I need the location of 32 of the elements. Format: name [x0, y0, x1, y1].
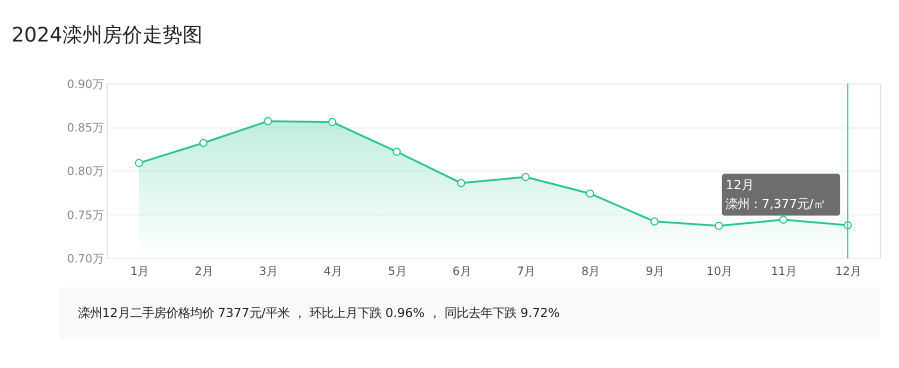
point [134, 158, 144, 168]
point [457, 178, 466, 188]
x-tick-label: 10月 [706, 264, 732, 278]
x-tick-label: 9月 [646, 264, 664, 278]
x-tick-label: 4月 [324, 264, 342, 278]
point [199, 138, 208, 148]
y-tick-label: 0.75万 [66, 208, 104, 222]
chart-title: 2024滦州房价走势图 [11, 22, 202, 47]
x-tick-label: 3月 [259, 264, 278, 278]
point [264, 117, 272, 126]
point [650, 217, 659, 226]
point [392, 148, 401, 156]
x-tick-label: 11月 [770, 264, 797, 278]
x-tick-label: 8月 [581, 264, 600, 278]
point [586, 189, 594, 198]
x-tick-label: 6月 [452, 264, 471, 278]
point [328, 118, 336, 126]
point [521, 172, 530, 182]
point [714, 222, 723, 230]
x-tick-label: 1月 [130, 264, 149, 278]
point [779, 216, 788, 224]
annotation: 滦州：7,377元/㎡ [726, 196, 826, 212]
y-tick-label: 0.80万 [66, 164, 104, 178]
y-tick-label: 0.90万 [66, 76, 104, 91]
annotation: 12月 [726, 176, 754, 192]
y-tick-label: 0.85万 [66, 120, 104, 135]
x-tick-label: 2月 [194, 264, 214, 278]
x-tick-label: 5月 [388, 264, 406, 278]
text: 滦州12月二手房价格均价 7377元/平米 ， 环比上月下跌 0.96% ， 同比去年下跌 9.72% [78, 305, 560, 320]
y-tick-label: 0.70万 [66, 251, 104, 266]
x-tick-label: 12月 [835, 264, 861, 278]
x-tick-label: 7月 [516, 264, 536, 278]
